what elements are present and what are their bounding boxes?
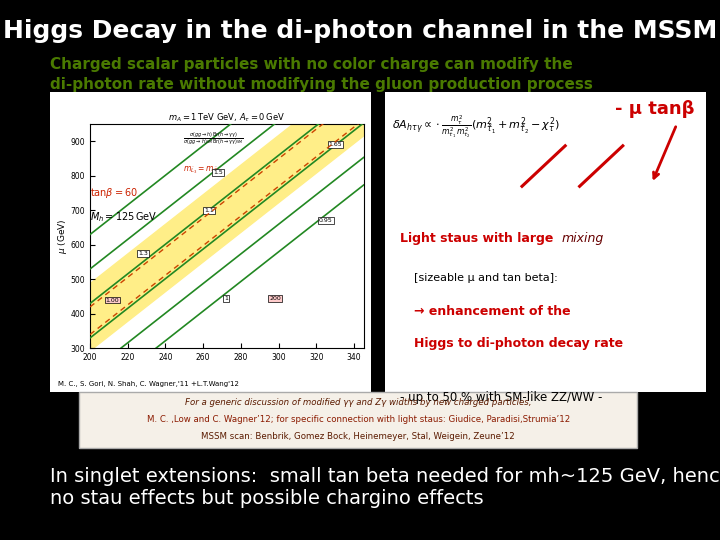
FancyBboxPatch shape (50, 92, 371, 392)
Text: Higgs Decay in the di-photon channel in the MSSM: Higgs Decay in the di-photon channel in … (3, 19, 717, 43)
Text: 1.3: 1.3 (138, 251, 148, 256)
Text: 1.1: 1.1 (204, 208, 214, 213)
Text: 1.5: 1.5 (213, 170, 223, 175)
Text: - μ tanβ: - μ tanβ (616, 100, 695, 118)
Text: 0.95: 0.95 (319, 218, 333, 223)
Text: M. C., S. Gori, N. Shah, C. Wagner,'11 +L.T.Wang'12: M. C., S. Gori, N. Shah, C. Wagner,'11 +… (58, 381, 238, 387)
FancyBboxPatch shape (79, 392, 637, 448)
Text: 1.65: 1.65 (328, 143, 342, 147)
Text: M. C. ,Low and C. Wagner’12; for specific connection with light staus: Giudice, : M. C. ,Low and C. Wagner’12; for specifi… (147, 415, 570, 424)
Text: di-photon rate without modifying the gluon production process: di-photon rate without modifying the glu… (50, 77, 593, 92)
Text: $\mathrm{tan}\beta= 60$: $\mathrm{tan}\beta= 60$ (90, 186, 138, 200)
Text: $\delta A_{h\tau\gamma} \propto \cdot \frac{m_\tau^2}{m^2_{\tilde{\tau}_1}\,m^2_: $\delta A_{h\tau\gamma} \propto \cdot \f… (392, 113, 560, 140)
Text: $\frac{\sigma(gg\to h)\,\mathrm{Br}(h\to\gamma\gamma)}{\sigma\,(gg\to h)_\mathrm: $\frac{\sigma(gg\to h)\,\mathrm{Br}(h\to… (183, 131, 243, 147)
Text: In singlet extensions:  small tan beta needed for mh~125 GeV, hence
no stau effe: In singlet extensions: small tan beta ne… (50, 467, 720, 508)
Text: $m_{\tilde{L}_3} = m_{\tilde{E}_3}$: $m_{\tilde{L}_3} = m_{\tilde{E}_3}$ (183, 165, 220, 176)
Text: $M_h = 125\,\mathrm{GeV}$: $M_h = 125\,\mathrm{GeV}$ (90, 211, 158, 224)
Text: - up to 50 % with SM-like ZZ/WW -: - up to 50 % with SM-like ZZ/WW - (400, 392, 602, 404)
Text: Light staus with large: Light staus with large (400, 232, 557, 245)
Text: [sizeable μ and tan beta]:: [sizeable μ and tan beta]: (414, 273, 558, 283)
Text: Charged scalar particles with no color charge can modify the: Charged scalar particles with no color c… (50, 57, 573, 72)
Text: 200: 200 (269, 296, 281, 301)
Text: mixing: mixing (562, 232, 604, 245)
FancyBboxPatch shape (385, 92, 706, 392)
Text: 1: 1 (224, 296, 228, 301)
Y-axis label: $\mu$ (GeV): $\mu$ (GeV) (56, 219, 69, 254)
Text: → enhancement of the: → enhancement of the (414, 305, 571, 318)
Text: Higgs to di-photon decay rate: Higgs to di-photon decay rate (414, 338, 623, 350)
Text: For a generic discussion of modified γγ and Zγ widths by new charged particles,: For a generic discussion of modified γγ … (185, 398, 531, 407)
Text: 1.00: 1.00 (106, 298, 120, 302)
Text: MSSM scan: Benbrik, Gomez Bock, Heinemeyer, Stal, Weigein, Zeune’12: MSSM scan: Benbrik, Gomez Bock, Heinemey… (202, 432, 515, 441)
Title: $m_A = 1\,\mathrm{TeV\ GeV},\,A_\tau = 0\,\mathrm{GeV}$: $m_A = 1\,\mathrm{TeV\ GeV},\,A_\tau = 0… (168, 112, 285, 124)
